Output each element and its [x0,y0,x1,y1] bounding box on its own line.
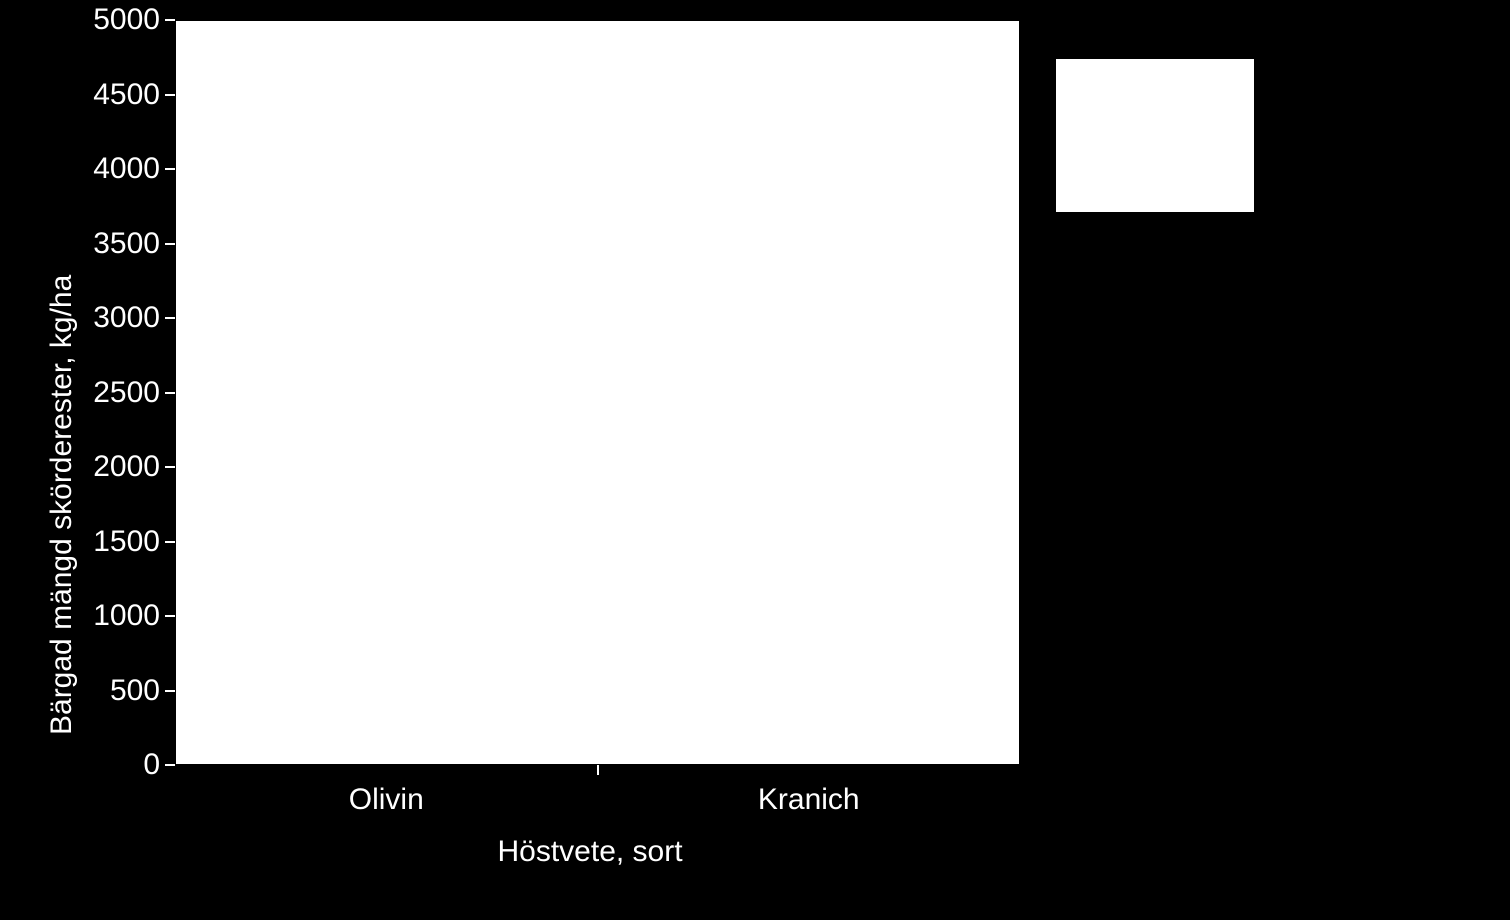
x-tick-label: Kranich [709,783,909,817]
y-tick-mark [165,764,175,766]
y-tick-mark [165,541,175,543]
x-axis-label: Höstvete, sort [498,835,683,869]
y-tick-label: 3500 [80,227,160,261]
y-tick-mark [165,94,175,96]
y-tick-mark [165,168,175,170]
y-tick-label: 3000 [80,301,160,335]
x-tick-mark [597,765,599,775]
y-tick-label: 1500 [80,525,160,559]
y-tick-label: 500 [80,674,160,708]
x-tick-label: Olivin [286,783,486,817]
y-axis-label: Bärgad mängd skörderester, kg/ha [45,275,79,735]
chart-container: Bärgad mängd skörderester, kg/ha Höstvet… [0,0,1510,920]
legend-box [1055,58,1255,213]
y-tick-label: 5000 [80,3,160,37]
y-tick-mark [165,392,175,394]
plot-area [175,20,1020,765]
y-tick-label: 2000 [80,450,160,484]
y-tick-label: 4500 [80,78,160,112]
y-tick-label: 2500 [80,376,160,410]
y-tick-mark [165,19,175,21]
y-tick-mark [165,243,175,245]
y-tick-mark [165,615,175,617]
y-tick-mark [165,690,175,692]
y-tick-label: 4000 [80,152,160,186]
y-tick-mark [165,466,175,468]
y-tick-label: 1000 [80,599,160,633]
y-tick-mark [165,317,175,319]
y-tick-label: 0 [80,748,160,782]
